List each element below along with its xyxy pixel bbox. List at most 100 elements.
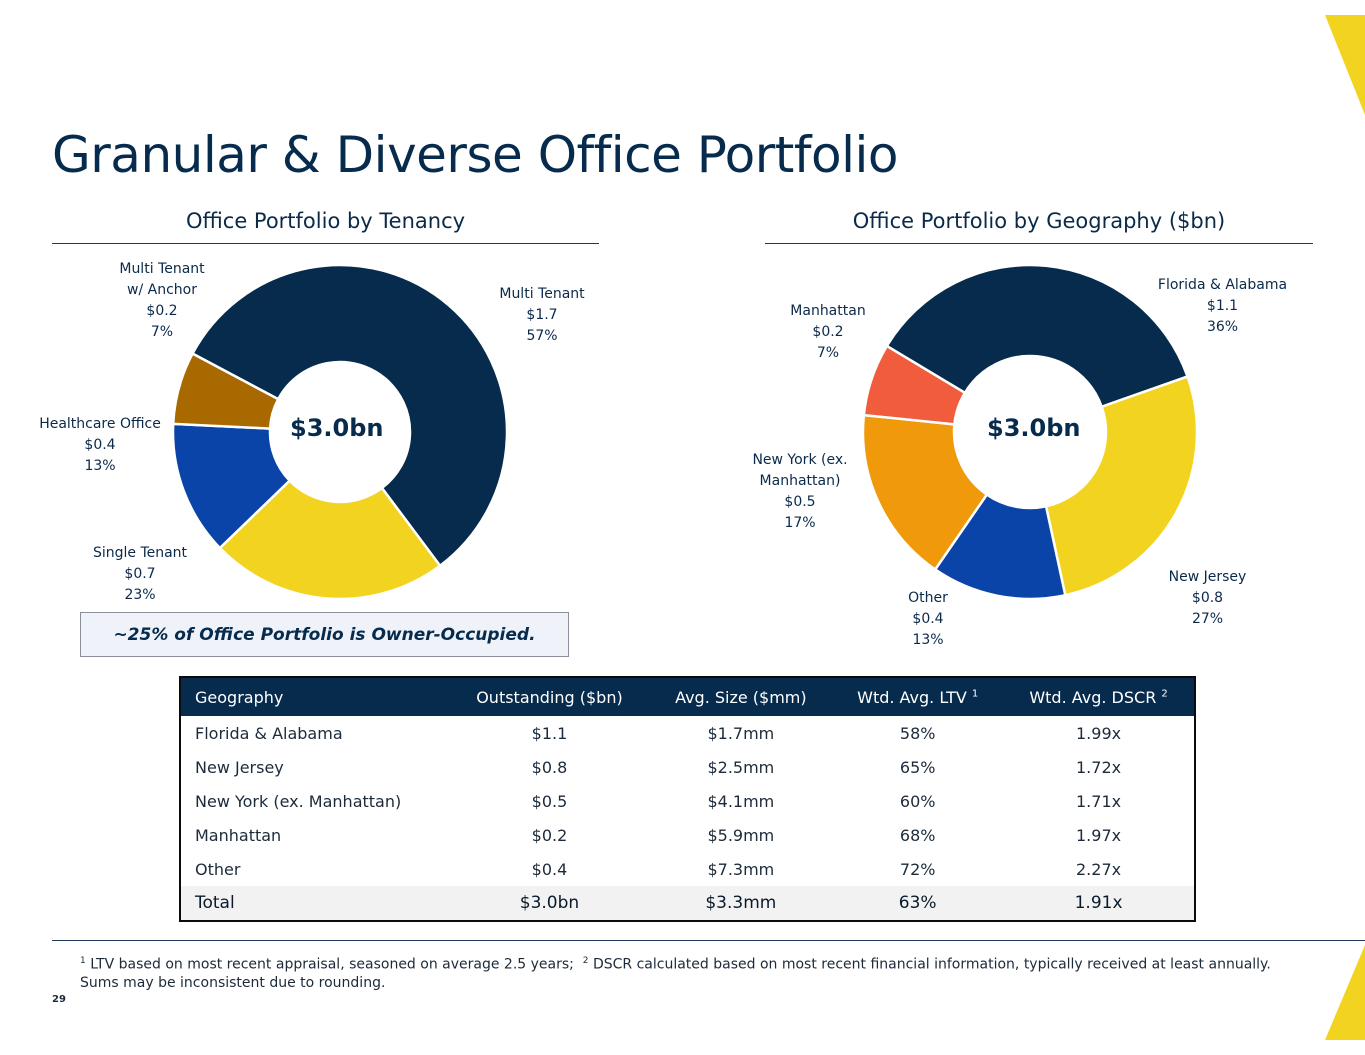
table-total-row: Total $3.0bn $3.3mm 63% 1.91x <box>180 886 1195 921</box>
geography-slice-new-york-ex-manhattan <box>861 413 989 572</box>
footnotes: 1 LTV based on most recent appraisal, se… <box>80 952 1271 992</box>
cell-ltv: 63% <box>832 886 1004 921</box>
header-label: Geography <box>195 687 284 707</box>
tenancy-center-total: $3.0bn <box>290 414 384 442</box>
slice-name-line1: New York (ex. <box>752 452 848 468</box>
geography-slice-manhattan <box>862 344 967 426</box>
cell-avg-size: $4.1mm <box>707 791 775 811</box>
cell-avg-size: $3.3mm <box>649 886 833 921</box>
tenancy-label-healthcare-office: Healthcare Office $0.4 13% <box>30 414 170 477</box>
slice-name: Single Tenant <box>92 545 188 561</box>
slice-percent: 23% <box>124 587 156 603</box>
slice-value: $0.7 <box>124 566 156 582</box>
table-row: Other $0.4 $7.3mm 72% 2.27x <box>180 852 1195 886</box>
cell-dscr: 1.91x <box>1003 886 1195 921</box>
geography-slice-florida-alabama <box>885 263 1190 409</box>
slice-name-line2: Manhattan) <box>759 473 841 489</box>
footnote-text: LTV based on most recent appraisal, seas… <box>90 956 574 973</box>
slice-percent: 36% <box>1206 319 1239 335</box>
tenancy-slice-multi-tenant <box>190 263 509 568</box>
cell-outstanding: $1.1 <box>531 723 568 743</box>
footnote-ref: 2 <box>1161 688 1168 700</box>
footnote-divider <box>52 940 1365 941</box>
slice-percent: 27% <box>1191 611 1224 627</box>
slice-value: $1.1 <box>1206 298 1239 314</box>
cell-dscr: 1.97x <box>1076 825 1122 845</box>
page-title: Granular & Diverse Office Portfolio <box>52 126 898 184</box>
cell-dscr: 1.72x <box>1076 757 1122 777</box>
cell-ltv: 65% <box>899 757 936 777</box>
slice-value: $0.2 <box>812 324 844 340</box>
header-ltv: Wtd. Avg. LTV 1 <box>832 677 1004 716</box>
table-row: New Jersey $0.8 $2.5mm 65% 1.72x <box>180 750 1195 784</box>
slice-percent: 7% <box>816 345 840 361</box>
table-row: Florida & Alabama $1.1 $1.7mm 58% 1.99x <box>180 716 1195 750</box>
header-dscr: Wtd. Avg. DSCR 2 <box>1003 677 1195 716</box>
geography-center-total: $3.0bn <box>987 414 1081 442</box>
owner-occupied-callout: ~25% of Office Portfolio is Owner-Occupi… <box>80 612 569 657</box>
cell-outstanding: $0.2 <box>531 825 568 845</box>
slice-name: Multi Tenant <box>499 286 585 302</box>
tenancy-slice-multi-tenant-w-anchor <box>171 351 280 430</box>
chart-title-geography: Office Portfolio by Geography ($bn) <box>852 209 1226 233</box>
cell-ltv: 60% <box>899 791 936 811</box>
page-number: 29 <box>52 994 66 1005</box>
cell-geography: New Jersey <box>195 757 284 777</box>
slice-name: Manhattan <box>790 303 866 319</box>
geography-slice-new-jersey <box>1044 374 1199 597</box>
footnote-marker: 2 <box>582 956 589 966</box>
cell-dscr: 1.99x <box>1076 723 1122 743</box>
slice-percent: 13% <box>912 632 944 648</box>
chart-title-rule-tenancy <box>52 243 599 244</box>
header-geography: Geography <box>180 677 450 716</box>
chart-title-rule-geography <box>765 243 1313 244</box>
table-header-row: Geography Outstanding ($bn) Avg. Size ($… <box>180 677 1195 716</box>
cell-avg-size: $2.5mm <box>707 757 775 777</box>
slice-value: $0.4 <box>912 611 944 627</box>
cell-geography: New York (ex. Manhattan) <box>195 791 402 811</box>
tenancy-label-multi-tenant: Multi Tenant $1.7 57% <box>480 284 604 347</box>
slice-name-line1: Multi Tenant <box>119 261 205 277</box>
chart-title-tenancy: Office Portfolio by Tenancy <box>185 209 466 233</box>
footnote-text: DSCR calculated based on most recent fin… <box>592 956 1271 973</box>
tenancy-label-multi-tenant-anchor: Multi Tenant w/ Anchor $0.2 7% <box>102 259 222 343</box>
cell-ltv: 72% <box>899 859 936 879</box>
slice-value: $0.2 <box>146 303 178 319</box>
cell-outstanding: $0.5 <box>531 791 568 811</box>
slice-percent: 7% <box>150 324 174 340</box>
cell-outstanding: $0.4 <box>531 859 568 879</box>
cell-geography: Manhattan <box>195 825 282 845</box>
slice-name: Other <box>908 590 948 606</box>
geo-label-new-jersey: New Jersey $0.8 27% <box>1150 567 1265 630</box>
cell-dscr: 1.71x <box>1076 791 1122 811</box>
cell-geography: Florida & Alabama <box>195 723 343 743</box>
header-label: Wtd. Avg. LTV <box>857 687 967 707</box>
cell-ltv: 68% <box>899 825 936 845</box>
cell-geography: Total <box>180 886 450 921</box>
footnote-marker: 1 <box>80 956 86 966</box>
slice-value: $0.4 <box>84 437 116 453</box>
tenancy-label-single-tenant: Single Tenant $0.7 23% <box>78 543 202 606</box>
footnote-ref: 1 <box>971 688 979 700</box>
table-row: Manhattan $0.2 $5.9mm 68% 1.97x <box>180 818 1195 852</box>
cell-dscr: 2.27x <box>1076 859 1122 879</box>
cell-outstanding: $3.0bn <box>449 886 650 921</box>
slice-name: Healthcare Office <box>39 416 161 432</box>
slice-name-line2: w/ Anchor <box>127 282 197 298</box>
cell-avg-size: $7.3mm <box>707 859 775 879</box>
slice-value: $0.8 <box>1191 590 1224 606</box>
slice-percent: 17% <box>784 515 816 531</box>
header-label: Wtd. Avg. DSCR <box>1029 687 1157 707</box>
geo-label-other: Other $0.4 13% <box>888 588 968 651</box>
slice-name: New Jersey <box>1168 569 1247 585</box>
footnote-line-1: 1 LTV based on most recent appraisal, se… <box>80 952 1271 974</box>
cell-ltv: 58% <box>899 723 936 743</box>
cell-geography: Other <box>195 859 241 879</box>
geo-label-new-york: New York (ex. Manhattan) $0.5 17% <box>740 450 860 534</box>
cell-avg-size: $1.7mm <box>707 723 775 743</box>
table-row: New York (ex. Manhattan) $0.5 $4.1mm 60%… <box>180 784 1195 818</box>
geography-table: Geography Outstanding ($bn) Avg. Size ($… <box>179 676 1196 922</box>
slice-value: $0.5 <box>784 494 816 510</box>
footnote-line-2: Sums may be inconsistent due to rounding… <box>80 974 386 991</box>
